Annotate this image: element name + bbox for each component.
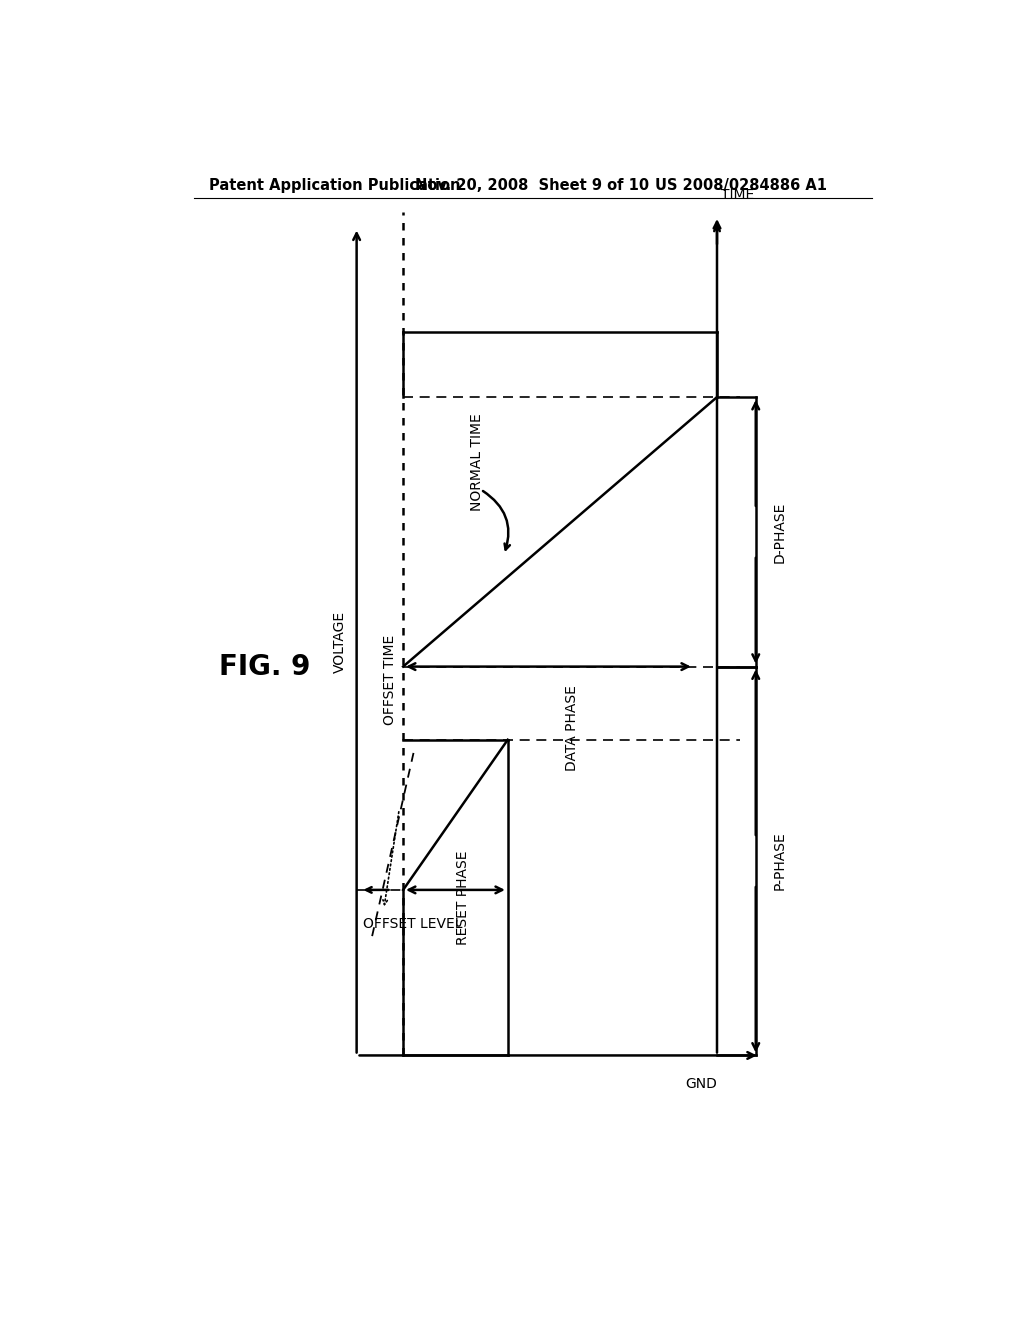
Text: GND: GND	[685, 1077, 718, 1092]
Text: NORMAL TIME: NORMAL TIME	[470, 413, 483, 511]
Text: US 2008/0284886 A1: US 2008/0284886 A1	[655, 178, 827, 193]
Text: Patent Application Publication: Patent Application Publication	[209, 178, 461, 193]
Text: DATA PHASE: DATA PHASE	[564, 685, 579, 771]
Text: FIG. 9: FIG. 9	[219, 652, 311, 681]
Text: TIME: TIME	[721, 189, 754, 202]
Text: VOLTAGE: VOLTAGE	[334, 611, 347, 673]
Text: D-PHASE: D-PHASE	[773, 502, 786, 562]
Text: Nov. 20, 2008  Sheet 9 of 10: Nov. 20, 2008 Sheet 9 of 10	[415, 178, 649, 193]
Text: OFFSET LEVEL: OFFSET LEVEL	[362, 917, 462, 931]
Text: OFFSET TIME: OFFSET TIME	[383, 635, 397, 725]
Text: RESET PHASE: RESET PHASE	[456, 850, 470, 945]
Text: P-PHASE: P-PHASE	[773, 832, 786, 891]
